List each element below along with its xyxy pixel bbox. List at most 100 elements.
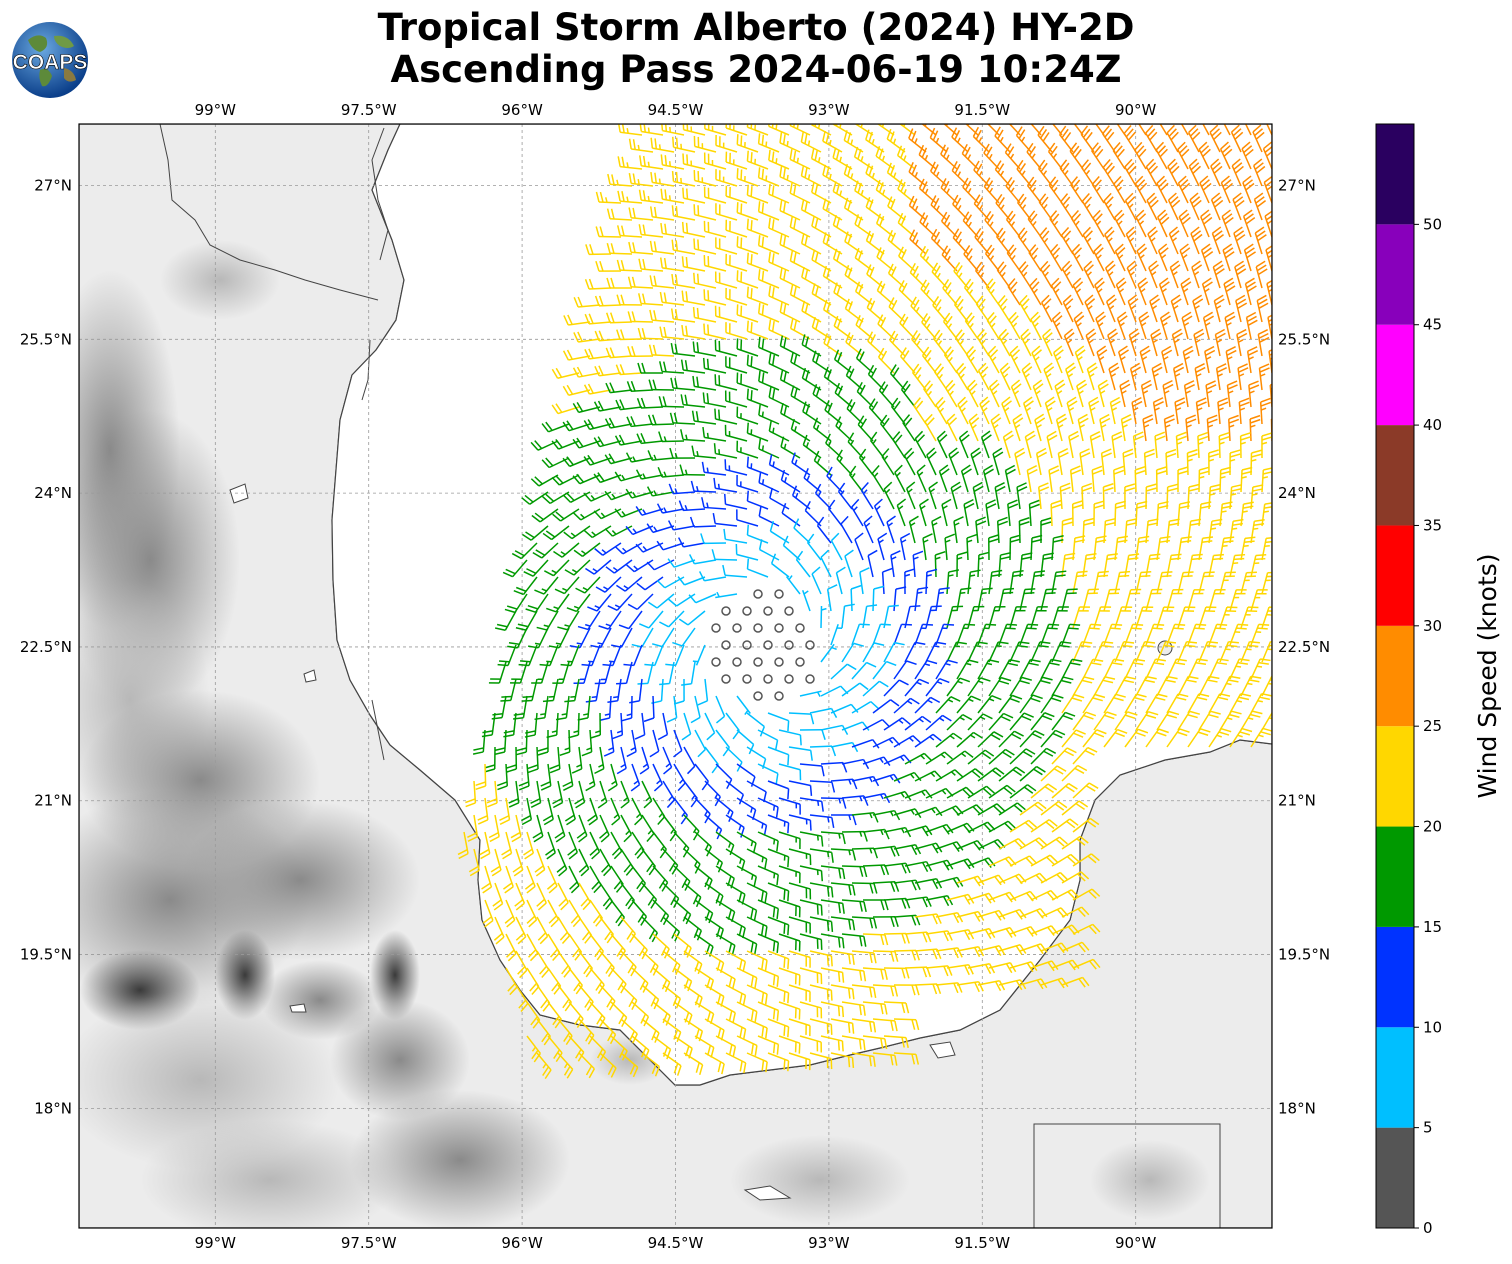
barb-feather xyxy=(822,299,828,311)
barb-half-feather xyxy=(658,144,661,150)
wind-barb xyxy=(638,189,664,204)
barb-feather xyxy=(986,214,994,224)
barb-feather xyxy=(782,167,786,179)
barb-feather xyxy=(1266,537,1272,540)
barb-feather xyxy=(1089,627,1100,630)
barb-feather xyxy=(918,144,925,156)
barb-half-feather xyxy=(1117,220,1123,226)
wind-barb xyxy=(693,272,717,289)
barb-feather xyxy=(1050,145,1058,156)
barb-feather xyxy=(663,257,667,269)
barb-half-feather xyxy=(583,713,589,716)
barb-feather xyxy=(1222,179,1232,188)
barb-feather xyxy=(1009,124,1012,126)
barb-half-feather xyxy=(1010,221,1016,227)
wind-barb xyxy=(617,190,643,204)
barb-half-feather xyxy=(947,289,952,295)
barb-feather xyxy=(1125,226,1135,235)
wind-barb xyxy=(1052,124,1063,136)
barb-feather xyxy=(975,129,982,140)
barb-feather xyxy=(1102,159,1111,168)
barb-feather xyxy=(693,238,696,249)
wind-barb xyxy=(1124,158,1137,187)
barb-feather xyxy=(1040,260,1049,270)
barb-feather xyxy=(869,266,875,278)
barb-feather xyxy=(973,194,981,204)
wind-barb xyxy=(875,146,895,170)
barb-feather xyxy=(929,161,936,172)
wind-barb xyxy=(810,148,832,170)
barb-half-feather xyxy=(839,190,843,196)
barb-feather xyxy=(943,147,949,158)
barb-feather xyxy=(1170,131,1179,141)
barb-feather xyxy=(1095,148,1104,158)
wind-barb xyxy=(1084,294,1096,323)
barb-feather xyxy=(638,189,642,201)
barb-feather xyxy=(1271,418,1272,420)
barb-feather xyxy=(825,166,830,178)
barb-shaft xyxy=(1271,608,1272,611)
barb-feather xyxy=(1019,196,1027,207)
barb-feather xyxy=(890,266,897,277)
wind-barb xyxy=(1124,192,1137,221)
wind-barb xyxy=(887,263,906,289)
wind-barb xyxy=(1255,260,1268,289)
barb-feather xyxy=(589,244,594,255)
barb-feather xyxy=(1158,213,1168,222)
barb-feather xyxy=(1085,131,1093,142)
barb-half-feather xyxy=(817,157,821,163)
barb-feather xyxy=(664,155,668,166)
barb-feather xyxy=(768,217,771,229)
barb-feather xyxy=(811,283,816,294)
barb-feather xyxy=(1191,131,1201,141)
barb-half-feather xyxy=(1042,170,1048,176)
barb-feather xyxy=(1204,571,1215,574)
barb-shaft xyxy=(1073,124,1084,136)
barb-half-feather xyxy=(765,175,768,181)
barb-half-feather xyxy=(1065,271,1071,277)
wind-barb xyxy=(595,191,622,204)
wind-barb xyxy=(865,163,885,187)
wind-barb xyxy=(985,278,1000,306)
barb-feather xyxy=(643,124,646,133)
barb-feather xyxy=(997,197,1005,207)
wind-barb xyxy=(725,287,748,306)
barb-feather xyxy=(1188,158,1198,167)
barb-shaft xyxy=(1202,124,1210,136)
barb-half-feather xyxy=(626,128,629,134)
barb-feather xyxy=(933,231,941,242)
barb-half-feather xyxy=(1065,237,1070,243)
barb-feather xyxy=(1160,182,1169,192)
barb-feather xyxy=(595,191,600,203)
barb-feather xyxy=(875,146,881,157)
guatemala-border xyxy=(1033,1123,1221,1228)
barb-feather xyxy=(898,280,905,291)
barb-half-feather xyxy=(1054,254,1059,260)
barb-feather xyxy=(1149,165,1159,175)
wind-barb xyxy=(833,282,853,306)
barb-half-feather xyxy=(1000,204,1005,210)
barb-feather xyxy=(702,392,706,403)
barb-half-feather xyxy=(903,189,907,195)
wind-barb xyxy=(704,124,727,136)
wind-barb xyxy=(660,188,685,204)
barb-feather xyxy=(984,210,992,221)
wind-barb xyxy=(768,319,790,340)
barb-feather xyxy=(793,218,797,230)
barb-half-feather xyxy=(1096,186,1101,192)
barb-feather xyxy=(942,279,950,289)
barb-half-feather xyxy=(871,138,875,145)
barb-feather xyxy=(1042,132,1050,142)
barb-feather xyxy=(804,235,809,246)
barb-feather xyxy=(1244,213,1254,221)
barb-half-feather xyxy=(1001,305,1007,311)
wind-barb xyxy=(843,197,864,221)
wind-barb xyxy=(1263,175,1272,204)
barb-feather xyxy=(702,357,706,369)
wind-barb xyxy=(1127,294,1139,323)
wind-barb xyxy=(1026,176,1042,204)
barb-feather xyxy=(1242,175,1252,184)
barb-feather xyxy=(746,184,749,196)
barb-feather xyxy=(951,161,958,171)
barb-feather xyxy=(857,182,862,194)
